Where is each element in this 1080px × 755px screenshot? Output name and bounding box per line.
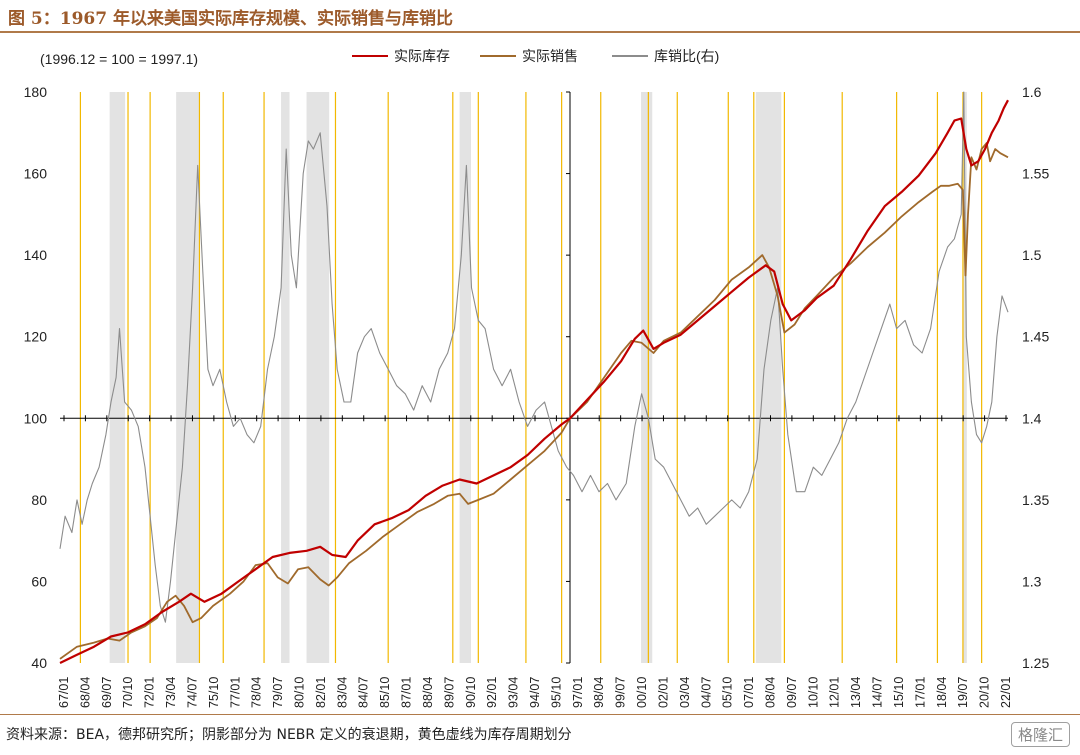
x-tick-label: 80/10 [293,677,307,708]
recession-band [109,92,126,663]
x-tick-label: 78/04 [250,677,264,708]
left-tick-label: 80 [31,492,47,508]
x-tick-label: 94/07 [528,677,542,708]
x-tick-label: 08/04 [764,677,778,708]
x-tick-label: 83/04 [335,677,349,708]
recession-shading-layer [109,92,967,663]
cycle-line-layer [79,92,983,663]
footer-divider [0,714,1080,715]
legend-label: 库销比(右) [654,48,719,64]
recession-band [459,92,471,663]
x-tick-label: 73/04 [164,677,178,708]
right-tick-label: 1.45 [1022,329,1049,345]
x-tick-label: 70/10 [121,677,135,708]
x-tick-label: 82/01 [314,677,328,708]
recession-band [281,92,290,663]
recession-band [306,92,330,663]
x-tick-label: 75/10 [207,677,221,708]
recession-band [641,92,653,663]
right-tick-label: 1.3 [1022,573,1042,589]
x-tick-label: 79/07 [271,677,285,708]
right-tick-label: 1.55 [1022,166,1049,182]
x-tick-label: 99/07 [614,677,628,708]
x-tick-label: 89/07 [442,677,456,708]
title-divider [0,31,1080,33]
x-tick-label: 07/01 [742,677,756,708]
x-tick-label: 93/04 [507,677,521,708]
x-tick-label: 69/07 [100,677,114,708]
left-tick-label: 40 [31,655,47,671]
source-note: 资料来源：BEA，德邦研究所；阴影部分为 NEBR 定义的衰退期，黄色虚线为库存… [6,727,572,743]
right-tick-label: 1.6 [1022,84,1042,100]
x-tick-label: 19/07 [956,677,970,708]
right-tick-label: 1.5 [1022,247,1042,263]
x-tick-label: 18/04 [935,677,949,708]
x-tick-label: 22/01 [999,677,1013,708]
x-tick-label: 05/10 [721,677,735,708]
x-tick-label: 74/07 [185,677,199,708]
x-tick-label: 90/10 [464,677,478,708]
left-tick-label: 60 [31,573,47,589]
legend-label: 实际销售 [522,48,578,64]
x-tick-label: 20/10 [978,677,992,708]
base-note: (1996.12 = 100 = 1997.1) [40,51,198,67]
recession-band [755,92,782,663]
x-tick-label: 84/07 [357,677,371,708]
x-tick-label: 04/07 [699,677,713,708]
left-tick-label: 100 [24,410,48,426]
chart-title: 图 5：1967 年以来美国实际库存规模、实际销售与库销比 [8,9,453,29]
right-tick-label: 1.35 [1022,492,1049,508]
x-tick-label: 17/01 [913,677,927,708]
x-tick-label: 77/01 [228,677,242,708]
x-tick-label: 87/01 [400,677,414,708]
x-tick-label: 67/01 [57,677,71,708]
x-tick-label: 10/10 [806,677,820,708]
x-tick-label: 92/01 [485,677,499,708]
axis-layer: 40 60 80 100 120 140 160 180 1.25 1.3 1.35 1.4 1.45 1… [24,84,1050,708]
series-layer [59,91,1009,664]
title-bar: 图 5：1967 年以来美国实际库存规模、实际销售与库销比 [0,0,1080,30]
x-tick-label: 00/10 [635,677,649,708]
inventory-line [59,99,1009,664]
left-tick-label: 160 [24,166,48,182]
legend: 实际库存 实际销售 库销比(右) [352,48,719,64]
x-tick-label: 13/04 [849,677,863,708]
x-tick-label: 15/10 [892,677,906,708]
x-tick-label: 03/04 [678,677,692,708]
left-tick-label: 120 [24,329,48,345]
left-tick-label: 140 [24,247,48,263]
x-tick-label: 85/10 [378,677,392,708]
x-tick-label: 02/01 [656,677,670,708]
recession-band [962,92,967,663]
inventory-sales-ratio-line [59,91,1009,623]
x-tick-label: 88/04 [421,677,435,708]
x-tick-label: 12/01 [828,677,842,708]
chart-svg: 40 60 80 100 120 140 160 180 1.25 1.3 1.35 1.4 1.45 1… [24,48,1050,708]
watermark-logo: 格隆汇 [1010,722,1070,747]
right-tick-label: 1.4 [1022,410,1042,426]
x-tick-label: 98/04 [592,677,606,708]
left-tick-label: 180 [24,84,48,100]
x-tick-label: 97/01 [571,677,585,708]
x-tick-label: 95/10 [549,677,563,708]
x-tick-label: 09/07 [785,677,799,708]
x-tick-label: 68/04 [78,677,92,708]
sales-line [59,142,1009,660]
legend-label: 实际库存 [394,48,450,64]
right-tick-label: 1.25 [1022,655,1049,671]
x-tick-label: 72/01 [143,677,157,708]
x-tick-label: 14/07 [871,677,885,708]
